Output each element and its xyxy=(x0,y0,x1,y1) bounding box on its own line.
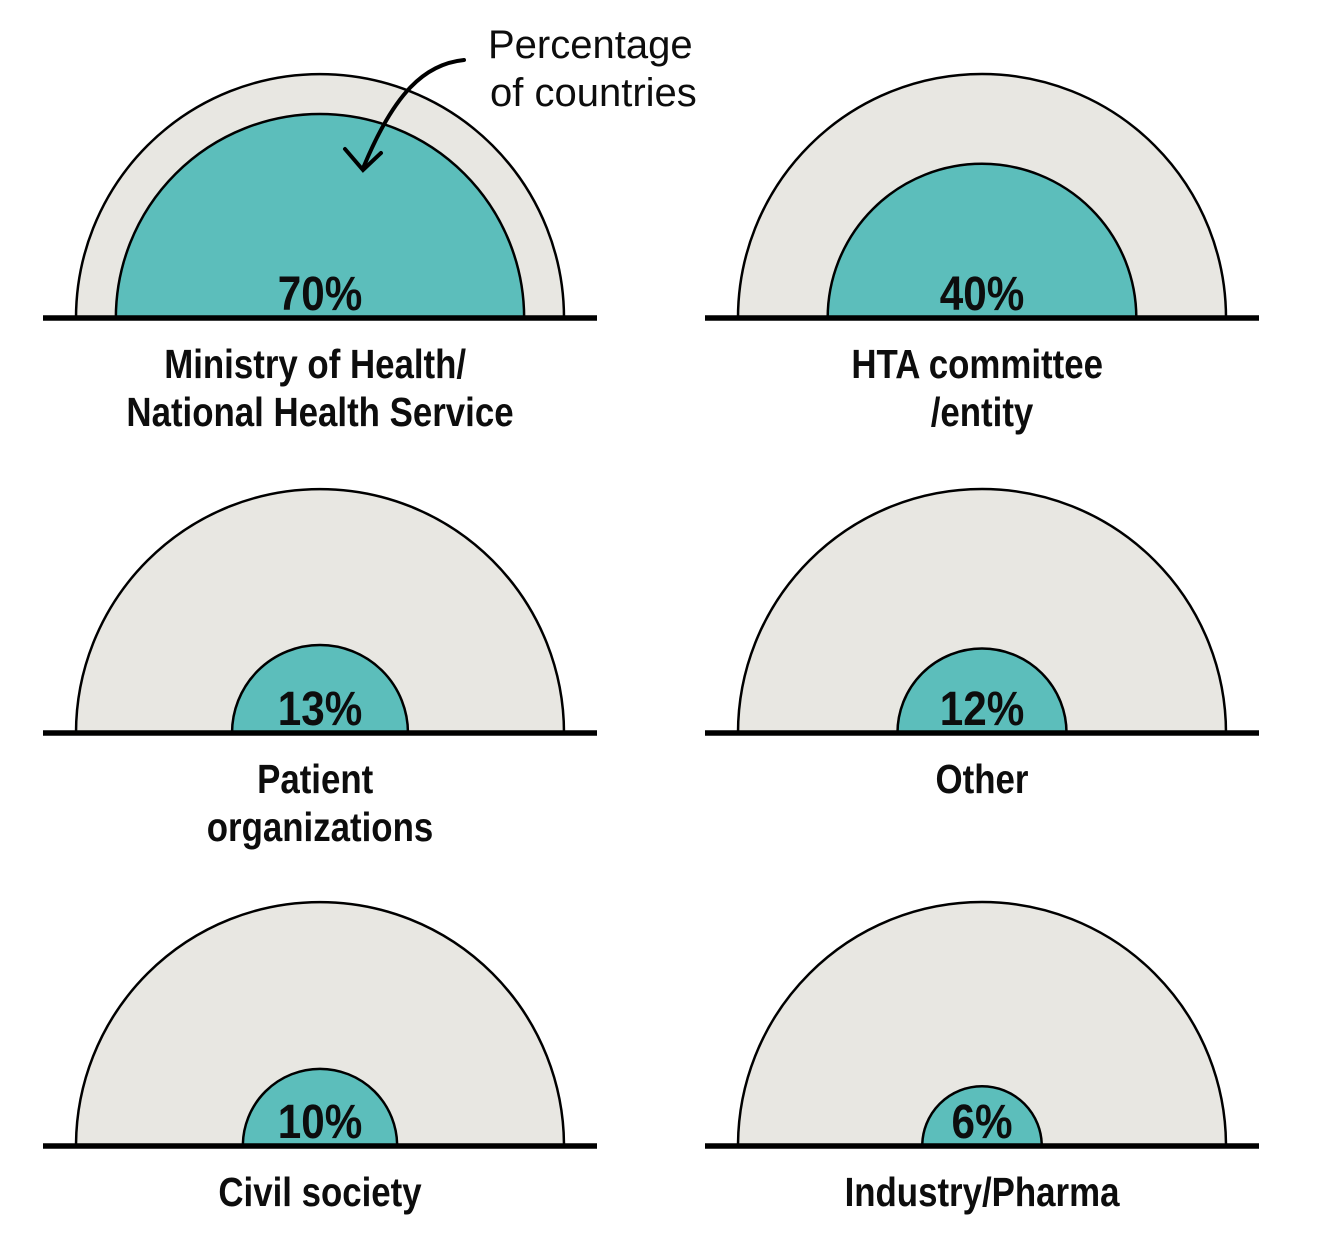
gauge-other: 12% Other xyxy=(705,487,1259,803)
gauge-category-label: HTA committee /entity xyxy=(851,342,1112,435)
gauge-fill xyxy=(230,644,410,735)
annotation-arrow xyxy=(362,58,466,168)
annotation-text-line2: of countries xyxy=(490,71,697,115)
gauge-category-label: Patient organizations xyxy=(207,757,433,850)
gauge-category-label: Ministry of Health/ National Health Serv… xyxy=(126,342,513,435)
gauge-value-label: 13% xyxy=(278,681,363,735)
gauge-fill xyxy=(241,1067,399,1148)
gauge-patient-organizations: 13% Patient organizations xyxy=(43,487,597,851)
gauge-track xyxy=(74,487,566,735)
gauge-fill xyxy=(114,112,526,320)
gauge-hta-committee: 40% HTA committee /entity xyxy=(705,72,1259,436)
gauge-industry-pharma: 6% Industry/Pharma xyxy=(705,900,1259,1216)
annotation-text-line1: Percentage xyxy=(488,23,693,67)
gauge-value-label: 6% xyxy=(951,1094,1012,1148)
gauge-civil-society: 10% Civil society xyxy=(43,900,597,1216)
gauge-category-label: Industry/Pharma xyxy=(845,1170,1121,1215)
gauge-ministry-of-health: 70% Ministry of Health/ National Health … xyxy=(43,72,597,436)
gauge-fill xyxy=(826,162,1138,320)
gauge-track xyxy=(74,900,566,1148)
gauge-fill xyxy=(920,1084,1044,1148)
gauge-value-label: 70% xyxy=(278,266,363,320)
annotation: Percentage of countries xyxy=(343,23,697,173)
gauge-fill xyxy=(896,647,1068,735)
gauge-value-label: 40% xyxy=(940,266,1025,320)
gauge-category-label: Civil society xyxy=(218,1170,421,1215)
gauge-category-label: Other xyxy=(936,757,1029,802)
gauge-track xyxy=(736,487,1228,735)
gauge-track xyxy=(736,900,1228,1148)
gauge-value-label: 10% xyxy=(278,1094,363,1148)
gauge-value-label: 12% xyxy=(940,681,1025,735)
annotation-arrowhead xyxy=(343,147,383,173)
